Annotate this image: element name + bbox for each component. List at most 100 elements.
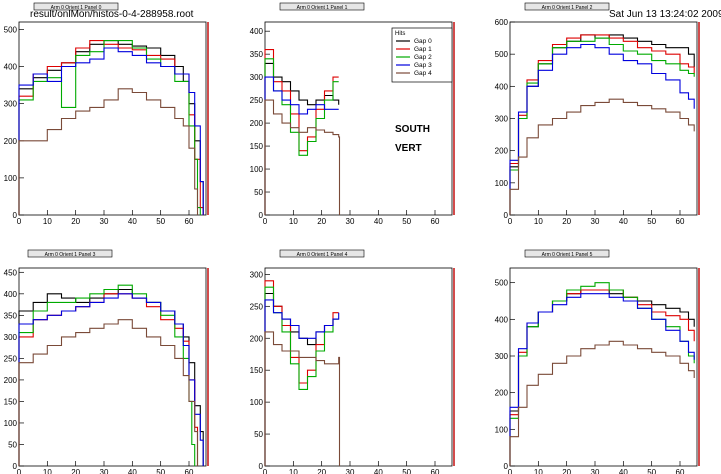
panel-title-box (279, 2, 365, 11)
panel-title: Arm 0 Orient 1 Panel 5 (542, 252, 593, 258)
y-tick-label: 150 (250, 366, 264, 375)
y-tick-label: 0 (259, 462, 264, 471)
x-tick-label: 20 (562, 217, 571, 226)
y-tick-label: 300 (495, 115, 509, 124)
x-tick-label: 50 (647, 468, 656, 474)
orient-label: VERT (395, 143, 422, 154)
x-tick-label: 50 (156, 217, 165, 226)
x-tick-label: 30 (591, 217, 600, 226)
series-gap-3 (509, 43, 695, 215)
panel-title: Arm 0 Orient 1 Panel 3 (45, 252, 96, 258)
series-gap-2 (264, 286, 339, 466)
panel-2: Arm 0 Orient 1 Panel 20 10 20 30 40 50 6001002… (495, 2, 700, 226)
panel-title-box (524, 249, 610, 258)
side-label: SOUTH (395, 124, 430, 135)
y-tick-label: 250 (250, 96, 264, 105)
x-tick-label: 20 (317, 468, 326, 474)
series-gap-4 (509, 98, 695, 215)
y-tick-label: 400 (4, 290, 18, 299)
y-tick-label: 100 (495, 425, 509, 434)
y-tick-label: 300 (495, 352, 509, 361)
series-gap-3 (18, 293, 204, 466)
x-tick-label: 10 (43, 468, 52, 474)
x-tick-label: 60 (185, 468, 194, 474)
y-tick-label: 150 (250, 142, 264, 151)
x-tick-label: 10 (534, 217, 543, 226)
series-gap-0 (18, 288, 204, 466)
y-tick-label: 100 (4, 419, 18, 428)
y-tick-label: 50 (8, 440, 17, 449)
y-tick-label: 200 (4, 137, 18, 146)
panel-5: Arm 0 Orient 1 Panel 5 0 10 20 30 40 50 60 0 100 2… (495, 249, 700, 474)
y-tick-label: 100 (4, 174, 18, 183)
series-gap-2 (509, 37, 695, 215)
plot-frame (264, 267, 453, 467)
panel-title-box (524, 2, 610, 11)
y-tick-label: 100 (250, 165, 264, 174)
panel-title: Arm 0 Orient 1 Panel 1 (297, 5, 348, 11)
series-gap-1 (264, 280, 339, 466)
legend-entry: Gap 2 (414, 54, 432, 61)
panel-title: Arm 0 Orient 1 Panel 2 (542, 5, 593, 11)
series-gap-3 (264, 76, 339, 215)
x-tick-label: 60 (676, 217, 685, 226)
series-gap-4 (264, 331, 341, 466)
x-tick-label: 40 (374, 468, 383, 474)
y-tick-label: 200 (250, 119, 264, 128)
x-tick-label: 30 (591, 468, 600, 474)
y-tick-label: 0 (13, 211, 18, 220)
series-gap-4 (264, 99, 341, 215)
y-tick-label: 50 (254, 430, 263, 439)
x-tick-label: 60 (431, 468, 440, 474)
x-tick-label: 40 (128, 468, 137, 474)
series-gap-2 (509, 282, 695, 466)
x-tick-label: 40 (619, 217, 628, 226)
x-tick-label: 60 (431, 217, 440, 226)
x-tick-label: 0 (17, 217, 22, 226)
y-tick-label: 0 (504, 211, 509, 220)
x-tick-label: 20 (71, 217, 80, 226)
series-gap-1 (509, 34, 695, 215)
x-tick-label: 10 (289, 468, 298, 474)
x-tick-label: 50 (647, 217, 656, 226)
x-tick-label: 0 (263, 217, 268, 226)
x-tick-label: 50 (402, 217, 411, 226)
y-tick-label: 0 (13, 462, 18, 471)
y-tick-label: 500 (4, 25, 18, 34)
series-gap-3 (264, 299, 340, 466)
x-tick-label: 10 (43, 217, 52, 226)
x-tick-label: 40 (128, 217, 137, 226)
y-tick-label: 200 (250, 334, 264, 343)
y-tick-label: 400 (250, 27, 264, 36)
y-tick-label: 300 (250, 270, 264, 279)
x-tick-label: 10 (534, 468, 543, 474)
y-tick-label: 600 (495, 18, 509, 27)
y-tick-label: 150 (4, 397, 18, 406)
y-tick-label: 250 (250, 302, 264, 311)
x-tick-label: 30 (346, 217, 355, 226)
x-tick-label: 30 (346, 468, 355, 474)
y-tick-label: 300 (250, 73, 264, 82)
x-tick-label: 60 (676, 468, 685, 474)
series-gap-0 (264, 62, 340, 215)
x-tick-label: 0 (508, 217, 513, 226)
plot-frame (509, 21, 698, 216)
legend-entry: Gap 0 (414, 38, 432, 45)
panel-title-box (33, 2, 119, 11)
series-gap-3 (509, 293, 695, 466)
x-tick-label: 50 (402, 468, 411, 474)
series-gap-1 (18, 40, 204, 215)
x-tick-label: 20 (71, 468, 80, 474)
panel-3: Arm 0 Orient 1 Panel 3 0 10 20 30 40 50 60 0 50 10… (4, 249, 209, 474)
y-tick-label: 450 (4, 268, 18, 277)
y-tick-label: 500 (495, 50, 509, 59)
series-gap-4 (509, 340, 695, 466)
x-tick-label: 30 (100, 468, 109, 474)
legend-entry: Gap 1 (414, 46, 432, 53)
x-tick-label: 30 (100, 217, 109, 226)
panel-title: Arm 0 Orient 1 Panel 4 (297, 252, 348, 258)
y-tick-label: 200 (495, 389, 509, 398)
panel-title-box (279, 249, 365, 258)
